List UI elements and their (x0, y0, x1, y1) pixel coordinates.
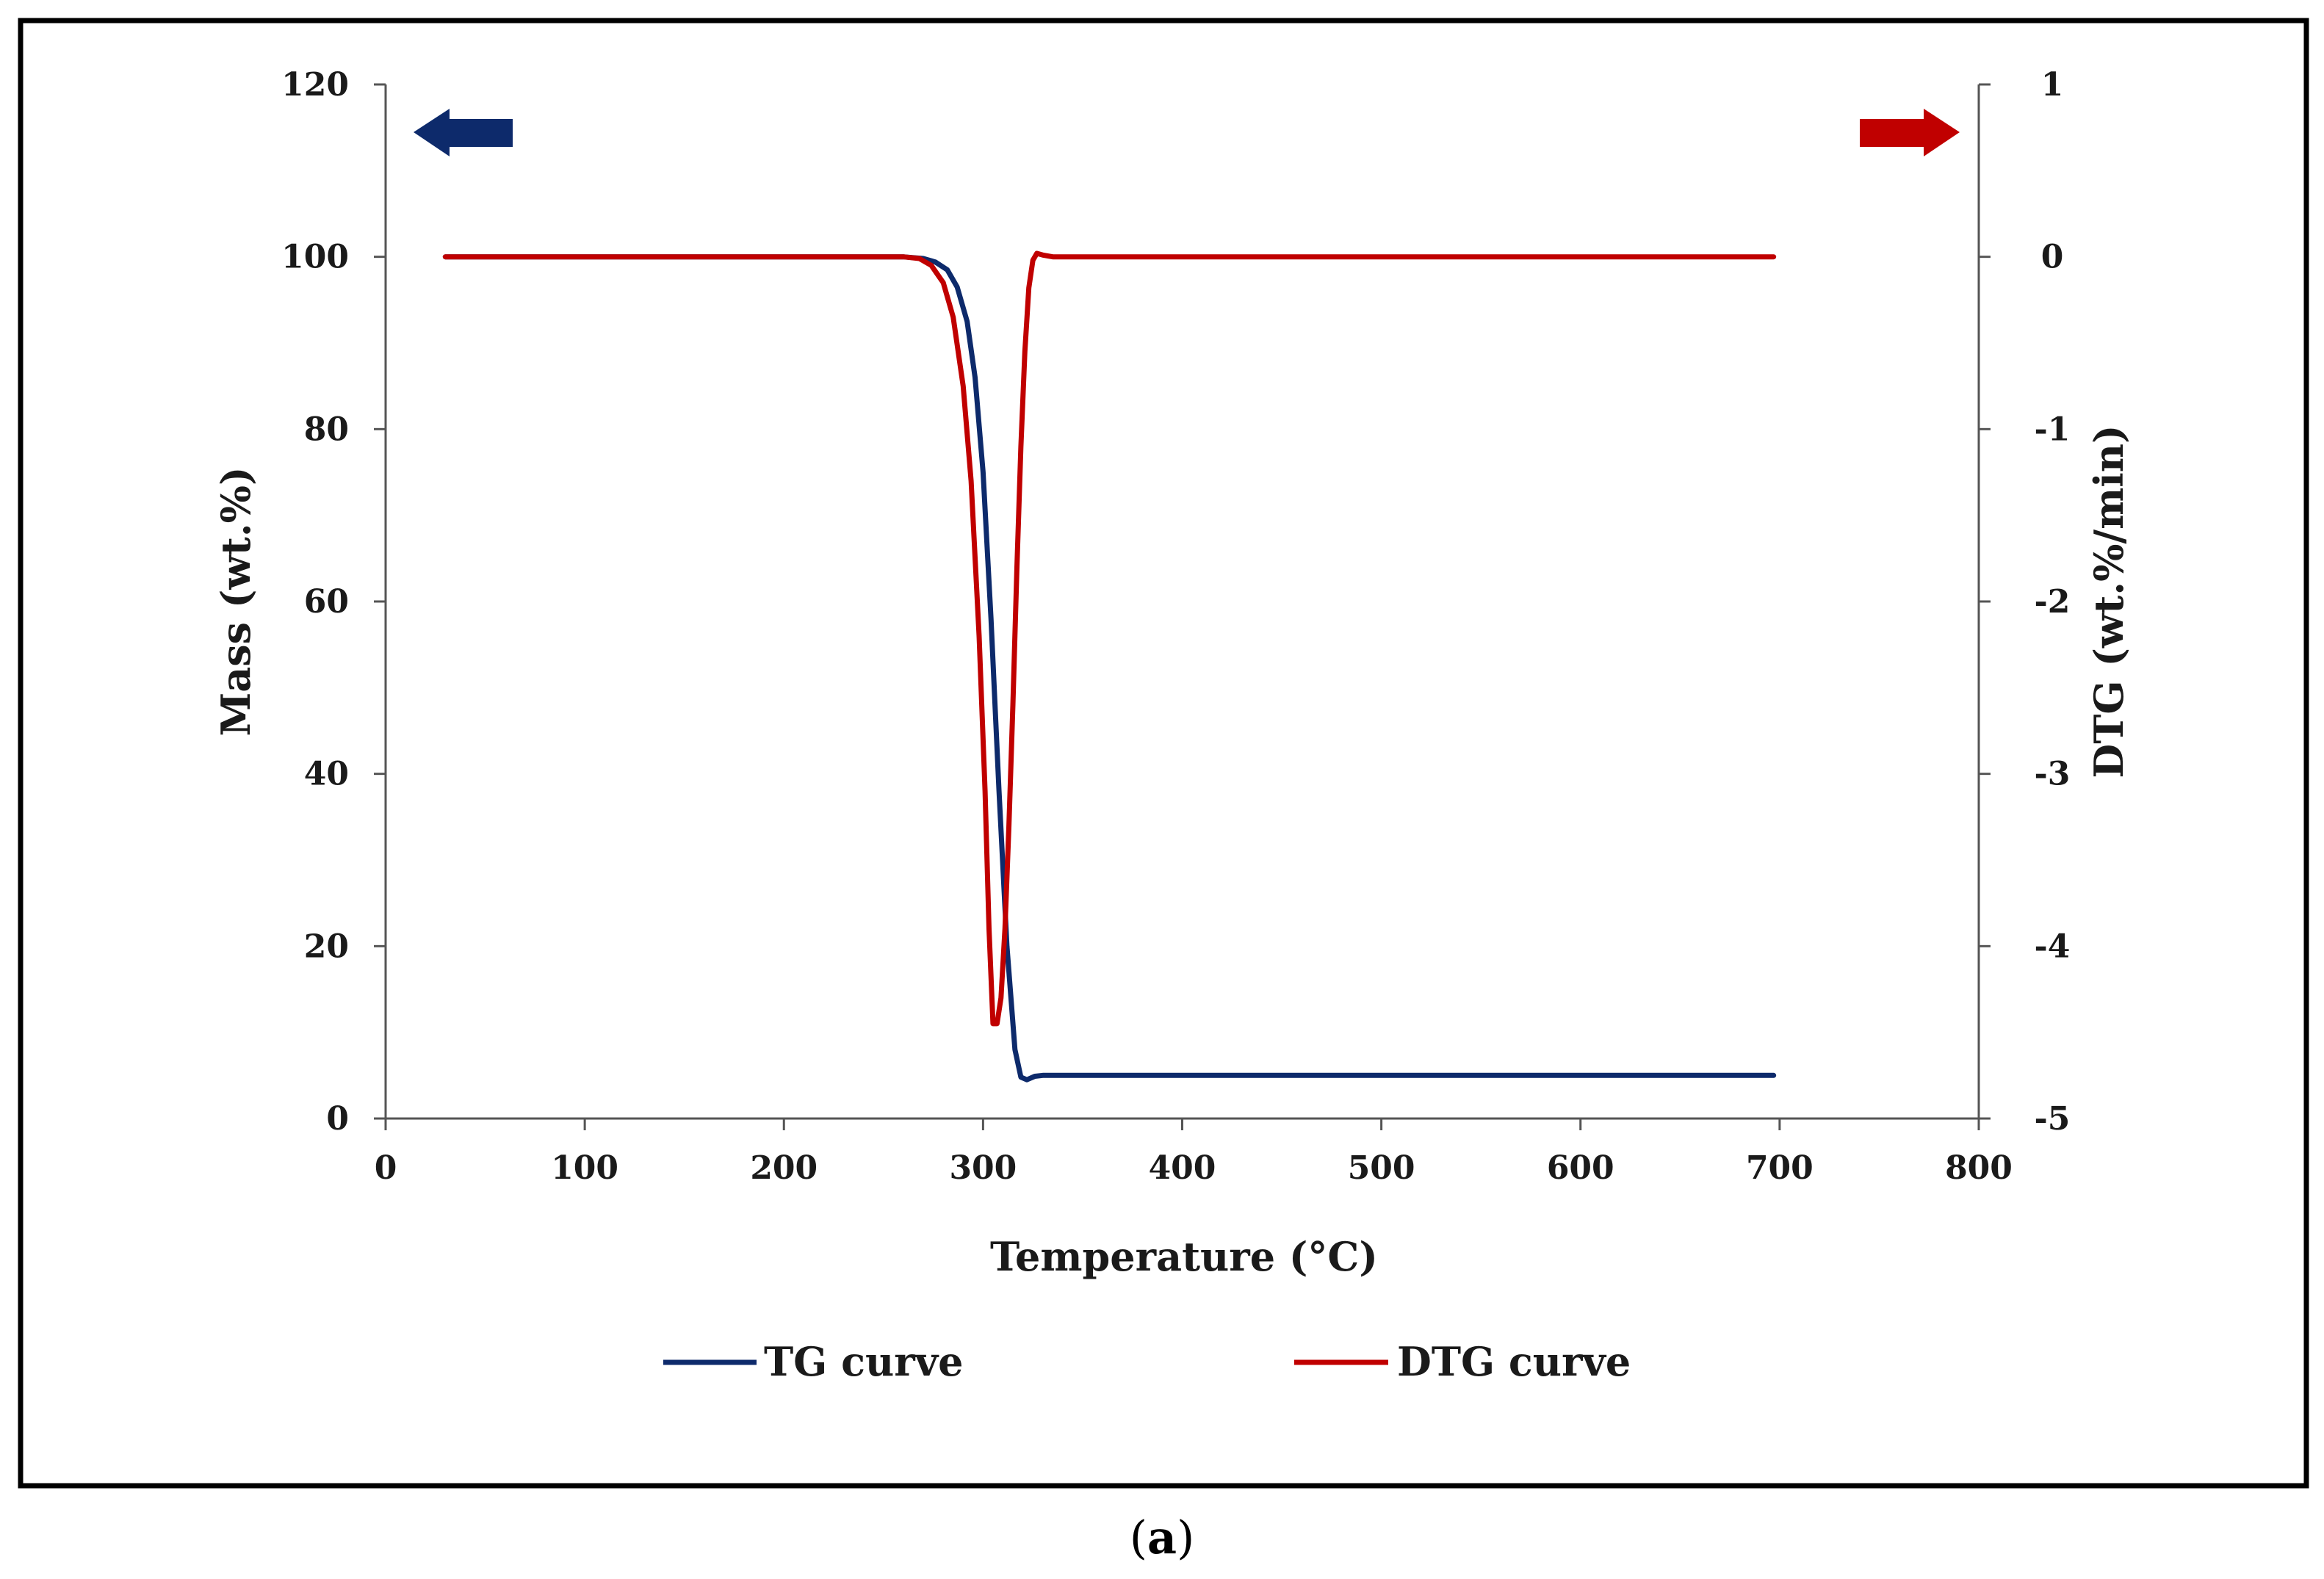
chart-frame (18, 18, 2309, 1489)
y-tick-label: 0 (326, 1100, 349, 1138)
legend: TG curve DTG curve (663, 1338, 1631, 1385)
y2-tick-label: -5 (2035, 1100, 2071, 1138)
caption-open: ( (1130, 1511, 1147, 1564)
x-tick-label: 300 (949, 1149, 1017, 1187)
y2-tick-label: 0 (2041, 239, 2064, 276)
dtg-curve-line (442, 250, 1777, 1027)
y2-tick-label: -1 (2035, 411, 2071, 448)
caption-letter: a (1147, 1511, 1177, 1564)
y2-tick-label: -2 (2035, 583, 2071, 621)
right-axis-arrow-icon (1860, 109, 1960, 156)
y-tick-label: 120 (281, 66, 349, 104)
x-axis-ticks: 0 100 200 300 400 500 600 700 800 (375, 1119, 2013, 1187)
y2-tick-label: -3 (2035, 756, 2071, 793)
left-y-axis-ticks: 0 20 40 60 80 100 120 (281, 66, 386, 1138)
y2-tick-label: -4 (2035, 928, 2071, 965)
x-tick-label: 800 (1945, 1149, 2013, 1187)
x-tick-label: 700 (1746, 1149, 1814, 1187)
figure-caption: (a) (1130, 1511, 1195, 1564)
y-tick-label: 80 (304, 411, 349, 448)
x-tick-label: 200 (750, 1149, 818, 1187)
left-y-axis-title: Mass (wt.%) (212, 466, 259, 736)
y-tick-label: 40 (304, 756, 349, 793)
right-y-axis-ticks: -5 -4 -3 -2 -1 0 1 (1979, 66, 2070, 1138)
x-tick-label: 600 (1547, 1149, 1614, 1187)
y-tick-label: 100 (281, 239, 349, 276)
legend-tg-label: TG curve (764, 1338, 963, 1385)
right-y-axis-title: DTG (wt.%/min) (2085, 424, 2132, 778)
x-tick-label: 400 (1149, 1149, 1216, 1187)
series-layer (442, 250, 1777, 1083)
x-axis-title: Temperature (°C) (990, 1233, 1378, 1280)
x-tick-label: 0 (375, 1149, 397, 1187)
legend-dtg-label: DTG curve (1397, 1338, 1631, 1385)
y2-tick-label: 1 (2041, 66, 2064, 104)
y-tick-label: 20 (304, 928, 349, 965)
x-tick-label: 100 (551, 1149, 618, 1187)
y-tick-label: 60 (304, 583, 349, 621)
left-axis-arrow-icon (414, 109, 513, 156)
x-tick-label: 500 (1348, 1149, 1415, 1187)
caption-close: ) (1177, 1511, 1194, 1564)
